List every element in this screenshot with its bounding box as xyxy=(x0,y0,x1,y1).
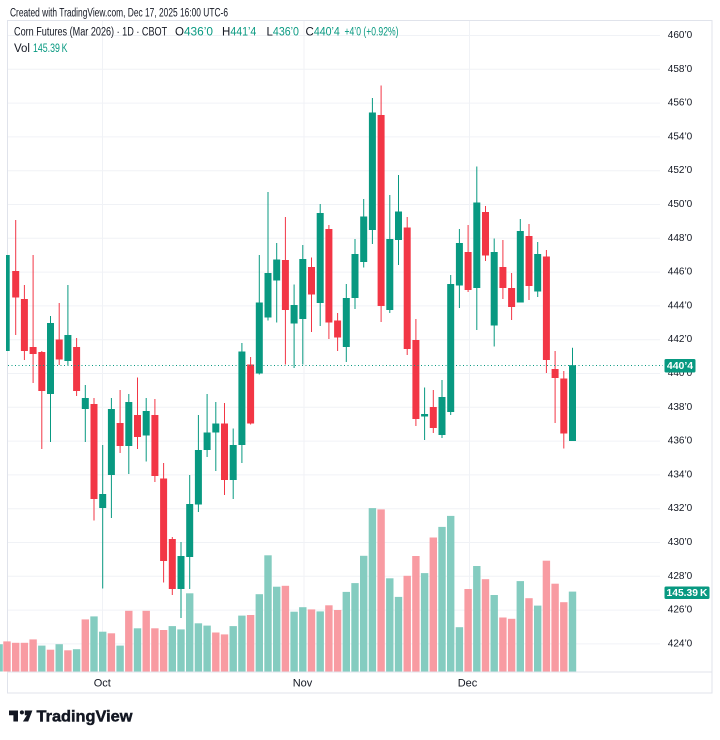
svg-text:456’0: 456’0 xyxy=(668,98,693,109)
svg-text:Dec: Dec xyxy=(458,678,478,690)
svg-text:444’0: 444’0 xyxy=(668,300,693,311)
svg-text:428’0: 428’0 xyxy=(668,571,693,582)
svg-text:446’0: 446’0 xyxy=(668,267,693,278)
svg-text:442’0: 442’0 xyxy=(668,334,693,345)
svg-text:454’0: 454’0 xyxy=(668,131,693,142)
svg-text:436’0: 436’0 xyxy=(668,436,693,447)
svg-text:Corn Futures (Mar 2026) · 1D ·: Corn Futures (Mar 2026) · 1D · CBOT O436… xyxy=(14,27,399,39)
svg-text:448’0: 448’0 xyxy=(668,233,693,244)
svg-text:458’0: 458’0 xyxy=(668,64,693,75)
svg-text:TradingView: TradingView xyxy=(37,708,134,725)
svg-text:440’4: 440’4 xyxy=(667,360,693,372)
svg-text:434’0: 434’0 xyxy=(668,469,693,480)
svg-text:145.39 K: 145.39 K xyxy=(667,587,708,599)
svg-text:450’0: 450’0 xyxy=(668,199,693,210)
svg-text:426’0: 426’0 xyxy=(668,605,693,616)
svg-text:Oct: Oct xyxy=(94,678,111,690)
svg-text:452’0: 452’0 xyxy=(668,165,693,176)
svg-text:Nov: Nov xyxy=(293,678,313,690)
svg-text:430’0: 430’0 xyxy=(668,537,693,548)
svg-text:432’0: 432’0 xyxy=(668,503,693,514)
svg-text:440’0: 440’0 xyxy=(668,368,693,379)
svg-text:438’0: 438’0 xyxy=(668,402,693,413)
svg-text:145.39 K: 145.39 K xyxy=(33,43,68,55)
svg-text:Created with TradingView.com,: Created with TradingView.com, Dec 17, 20… xyxy=(10,8,228,20)
svg-text:424’0: 424’0 xyxy=(668,638,693,649)
svg-text:Vol: Vol xyxy=(14,43,30,55)
svg-text:460’0: 460’0 xyxy=(668,30,693,41)
